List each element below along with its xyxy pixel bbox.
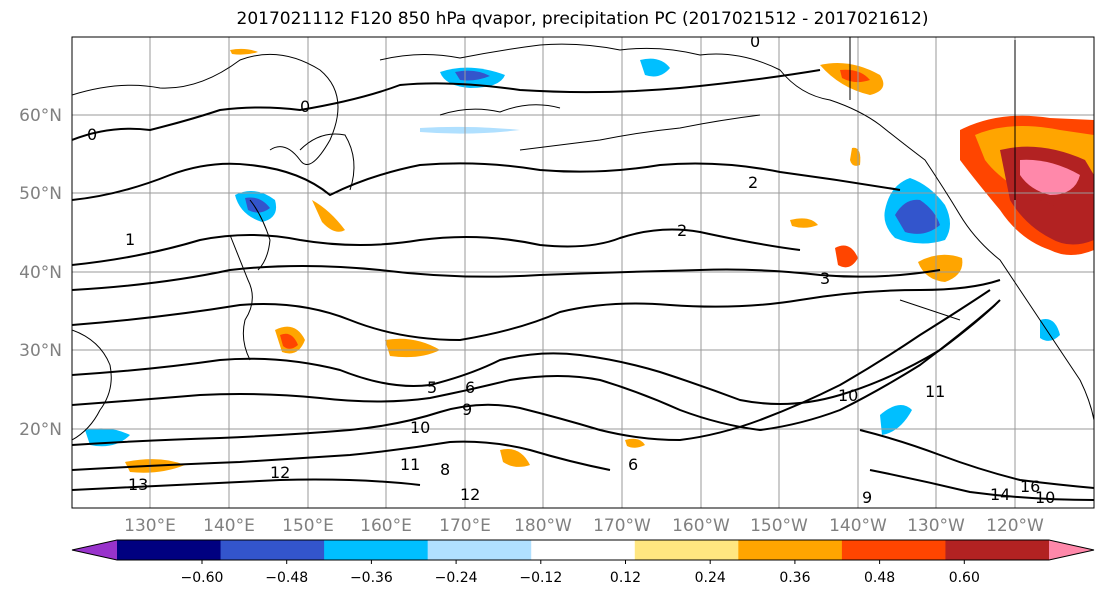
longitude-labels: 130°E 140°E 150°E 160°E 170°E 180°W 170°… — [124, 516, 1044, 536]
contour-label: 13 — [128, 475, 148, 494]
qvapor-contours — [72, 69, 1094, 501]
colorbar-tick-label: −0.48 — [265, 570, 308, 586]
precip-anomaly-shading — [85, 48, 1094, 473]
colorbar-segment — [427, 540, 532, 560]
colorbar: −0.60 −0.48 −0.36 −0.24 −0.12 0.12 0.24 0.36 0.4… — [71, 539, 1095, 586]
contour-label: 8 — [440, 460, 450, 479]
colorbar-tick-label: −0.12 — [519, 570, 562, 586]
colorbar-segment — [945, 540, 1050, 560]
contour-label: 0 — [750, 32, 760, 51]
latitude-labels: 60°N 50°N 40°N 30°N 20°N — [19, 106, 62, 440]
contour-label: 3 — [820, 269, 830, 288]
graticule — [72, 37, 1094, 508]
lon-label: 140°W — [829, 516, 887, 536]
colorbar-segment — [841, 540, 946, 560]
colorbar-segments — [117, 540, 1050, 560]
contour-label: 0 — [300, 97, 310, 116]
map-frame — [71, 36, 1095, 509]
contour-label: 6 — [465, 378, 475, 397]
contour-label: 10 — [1035, 488, 1055, 507]
lon-label: 150°E — [282, 516, 334, 536]
lon-label: 170°E — [439, 516, 491, 536]
contour-label: 2 — [748, 173, 758, 192]
lon-label: 170°W — [593, 516, 651, 536]
contour-label: 5 — [427, 378, 437, 397]
colorbar-ticks: −0.60 −0.48 −0.36 −0.24 −0.12 0.12 0.24 0.36 0.4… — [181, 560, 980, 586]
lat-label: 30°N — [19, 341, 62, 361]
contour-label: 12 — [270, 463, 290, 482]
contour-labels: 0 0 0 1 2 2 3 5 6 9 10 10 11 12 13 6 8 9… — [87, 32, 1055, 507]
colorbar-outline — [71, 539, 1095, 561]
colorbar-tick-label: 0.48 — [864, 570, 895, 586]
lon-label: 180°W — [514, 516, 572, 536]
contour-label: 10 — [410, 418, 430, 437]
contour-label: 2 — [677, 221, 687, 240]
lon-label: 160°W — [672, 516, 730, 536]
contour-label: 9 — [862, 488, 872, 507]
contour-label: 11 — [400, 455, 420, 474]
contour-label: 16 — [1020, 477, 1040, 496]
colorbar-segment — [531, 540, 636, 560]
lon-label: 130°W — [907, 516, 965, 536]
colorbar-tick-label: −0.24 — [435, 570, 478, 586]
colorbar-tick-label: −0.36 — [350, 570, 393, 586]
contour-label: 10 — [838, 386, 858, 405]
lon-label: 130°E — [124, 516, 176, 536]
contour-label: 12 — [460, 485, 480, 504]
contour-label: 11 — [925, 382, 945, 401]
colorbar-segment — [324, 540, 429, 560]
colorbar-extend-min — [72, 540, 117, 560]
map-title: 2017021112 F120 850 hPa qvapor, precipit… — [236, 9, 929, 29]
colorbar-tick-label: 0.36 — [779, 570, 810, 586]
lat-label: 50°N — [19, 184, 62, 204]
colorbar-segment — [117, 540, 222, 560]
colorbar-segment — [738, 540, 843, 560]
contour-label: 1 — [125, 230, 135, 249]
contour-label: 0 — [87, 125, 97, 144]
lon-label: 150°W — [750, 516, 808, 536]
coastlines — [72, 37, 1094, 441]
colorbar-segment — [634, 540, 739, 560]
lon-label: 140°E — [203, 516, 255, 536]
colorbar-segment — [220, 540, 325, 560]
lat-label: 20°N — [19, 420, 62, 440]
lon-label: 160°E — [360, 516, 412, 536]
contour-label: 9 — [462, 400, 472, 419]
contour-label: 14 — [990, 485, 1010, 504]
colorbar-tick-label: 0.12 — [610, 570, 641, 586]
contour-label: 6 — [628, 455, 638, 474]
colorbar-extend-max — [1049, 540, 1094, 560]
colorbar-tick-label: −0.60 — [181, 570, 224, 586]
lat-label: 60°N — [19, 106, 62, 126]
colorbar-tick-label: 0.24 — [695, 570, 726, 586]
lat-label: 40°N — [19, 263, 62, 283]
colorbar-tick-label: 0.60 — [949, 570, 980, 586]
lon-label: 120°W — [986, 516, 1044, 536]
